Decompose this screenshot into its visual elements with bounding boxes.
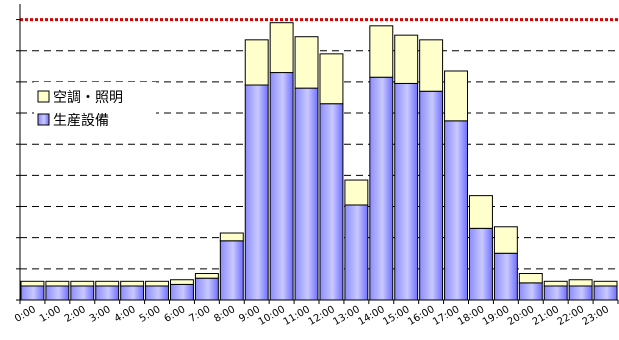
x-tick-label: 14:00 — [356, 304, 386, 328]
x-tick-label: 3:00 — [88, 304, 113, 325]
x-tick-label: 19:00 — [481, 304, 511, 328]
bar-segment-hvac-lighting — [70, 280, 95, 287]
bar-segment-hvac-lighting — [95, 280, 120, 287]
bar-segment-hvac-lighting — [169, 279, 194, 285]
bar-segment-hvac-lighting — [493, 226, 518, 254]
bar-segment-hvac-lighting — [518, 273, 543, 284]
x-tick-label: 8:00 — [212, 304, 237, 325]
x-tick-label: 15:00 — [381, 304, 411, 328]
bar-segment-production — [219, 240, 244, 301]
bar-segment-production — [294, 87, 319, 301]
x-tick-label: 0:00 — [13, 304, 38, 325]
bar-segment-hvac-lighting — [45, 280, 70, 287]
bar-segment-production — [20, 285, 45, 301]
bar-segment-production — [543, 285, 568, 301]
bar-segment-production — [369, 76, 394, 301]
x-tick-label: 13:00 — [331, 304, 361, 328]
bar-segment-hvac-lighting — [120, 280, 145, 287]
legend-swatch — [37, 113, 50, 126]
x-tick-label: 4:00 — [113, 304, 138, 325]
x-tick-label: 11:00 — [282, 304, 312, 328]
x-tick-label: 23:00 — [581, 304, 611, 328]
x-tick-label: 20:00 — [506, 304, 536, 328]
bar-segment-production — [568, 285, 593, 301]
bar-segment-hvac-lighting — [543, 280, 568, 287]
x-tick-label: 12:00 — [306, 304, 336, 328]
bar-segment-hvac-lighting — [419, 39, 444, 92]
legend-label: 空調・照明 — [53, 90, 123, 106]
bar-segment-production — [493, 252, 518, 301]
x-tick-label: 2:00 — [63, 304, 88, 325]
x-tick-label: 10:00 — [257, 304, 287, 328]
bar-segment-hvac-lighting — [194, 273, 219, 279]
bar-segment-hvac-lighting — [394, 34, 419, 84]
legend-swatch — [37, 90, 50, 103]
bar-segment-hvac-lighting — [20, 280, 45, 287]
bar-segment-hvac-lighting — [444, 70, 469, 122]
bar-segment-hvac-lighting — [369, 25, 394, 78]
bar-segment-production — [344, 204, 369, 301]
x-tick-label: 5:00 — [138, 304, 163, 325]
bar-segment-hvac-lighting — [568, 279, 593, 287]
bar-segment-hvac-lighting — [593, 280, 618, 287]
bar-segment-hvac-lighting — [294, 36, 319, 89]
bar-segment-production — [70, 285, 95, 301]
bar-segment-hvac-lighting — [468, 195, 493, 229]
bar-segment-production — [169, 283, 194, 301]
bar-segment-hvac-lighting — [219, 232, 244, 242]
bars — [20, 22, 618, 301]
bar-segment-hvac-lighting — [319, 53, 344, 105]
gridlines — [20, 50, 618, 270]
bar-segment-production — [394, 82, 419, 301]
bar-segment-hvac-lighting — [244, 39, 269, 86]
bar-segment-production — [269, 72, 294, 301]
bar-segment-production — [593, 285, 618, 301]
bar-segment-production — [194, 277, 219, 301]
bar-segment-hvac-lighting — [344, 179, 369, 206]
x-tick-label: 21:00 — [531, 304, 561, 328]
bar-segment-production — [120, 285, 145, 301]
bar-segment-production — [419, 90, 444, 301]
legend-box — [34, 82, 156, 130]
bar-segment-production — [319, 103, 344, 301]
x-tick-label: 1:00 — [38, 304, 63, 325]
bar-segment-production — [444, 120, 469, 301]
bar-segment-production — [518, 282, 543, 301]
x-tick-label: 18:00 — [456, 304, 486, 328]
bar-segment-hvac-lighting — [269, 22, 294, 74]
x-tick-labels: 0:00 1:00 2:00 3:00 4:00 5:00 6:00 7:00 8:00 9:00… — [13, 304, 611, 328]
x-tick-label: 6:00 — [162, 304, 187, 325]
x-tick-label: 17:00 — [431, 304, 461, 328]
bar-segment-production — [468, 227, 493, 301]
bar-segment-production — [244, 84, 269, 301]
bar-segment-hvac-lighting — [145, 280, 170, 287]
x-tick-label: 22:00 — [556, 304, 586, 328]
legend-label: 生産設備 — [53, 113, 109, 129]
bar-segment-production — [45, 285, 70, 301]
axes — [16, 4, 619, 304]
x-tick-label: 7:00 — [187, 304, 212, 325]
bar-segment-production — [95, 285, 120, 301]
x-tick-label: 16:00 — [406, 304, 436, 328]
bar-segment-production — [145, 285, 170, 301]
